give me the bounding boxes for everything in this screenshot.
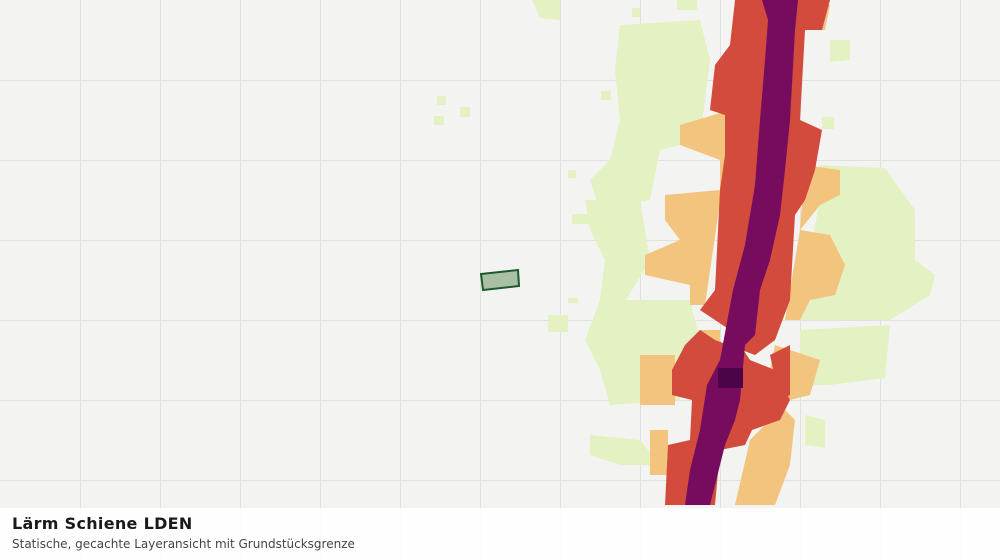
- layer-subtitle: Statische, gecachte Layeransicht mit Gru…: [12, 537, 355, 551]
- caption: Lärm Schiene LDEN Statische, gecachte La…: [0, 508, 1000, 560]
- noise-zone-medium: [640, 5, 845, 505]
- noise-zone-very-high: [685, 0, 798, 505]
- parcel-boundary: [479, 268, 521, 292]
- noise-zone-low: [434, 0, 935, 465]
- noise-zone-max: [718, 368, 743, 388]
- layer-title: Lärm Schiene LDEN: [12, 514, 193, 533]
